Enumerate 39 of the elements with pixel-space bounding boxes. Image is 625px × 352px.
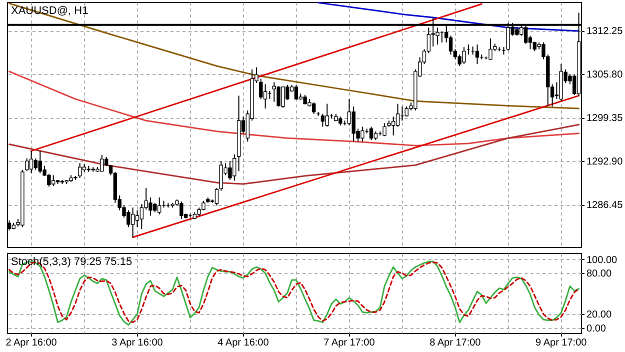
candlestick <box>214 188 219 206</box>
candlestick <box>29 150 34 174</box>
candlestick <box>130 207 135 238</box>
candlestick <box>396 103 400 128</box>
y-tick-label: 1305.80 <box>586 70 624 81</box>
y-tick-label: 1312.25 <box>586 26 624 38</box>
candlestick <box>369 126 374 141</box>
candlestick <box>382 122 386 137</box>
candlestick <box>78 162 82 178</box>
y-tick-label: 1292.90 <box>586 156 624 168</box>
y-tick-label: 80.00 <box>586 268 612 280</box>
y-tick-label: 1299.35 <box>586 113 624 124</box>
x-tick-label: 8 Apr 17:00 <box>430 338 482 348</box>
y-tick-label: 1286.45 <box>586 200 624 212</box>
candlestick <box>157 196 162 215</box>
y-tick-label: 20.00 <box>586 310 612 321</box>
candlestick <box>475 44 480 65</box>
chart-title: Stoch(5,3,3) 79.25 75.15 <box>11 256 132 268</box>
candlestick <box>25 158 29 172</box>
candlestick <box>140 204 144 230</box>
candlestick <box>294 84 298 100</box>
line-series <box>8 70 580 146</box>
x-tick-label: 9 Apr 17:00 <box>536 338 588 348</box>
y-tick-label: 0.00 <box>586 323 606 334</box>
line-series <box>8 124 580 185</box>
candlestick <box>320 113 325 128</box>
candlestick <box>135 210 140 228</box>
x-tick-label: 2 Apr 16:00 <box>6 338 58 348</box>
candlestick <box>325 103 329 128</box>
candlestick <box>391 116 396 136</box>
candlestick <box>263 84 268 109</box>
x-tick-label: 3 Apr 16:00 <box>112 338 164 348</box>
x-tick-label: 4 Apr 16:00 <box>218 338 270 348</box>
x-tick-label: 7 Apr 17:00 <box>324 338 376 348</box>
candlestick <box>34 158 38 170</box>
line-series <box>8 2 580 110</box>
candlestick <box>448 35 453 56</box>
y-tick-label: 100.00 <box>586 254 618 266</box>
candlestick <box>259 78 263 100</box>
